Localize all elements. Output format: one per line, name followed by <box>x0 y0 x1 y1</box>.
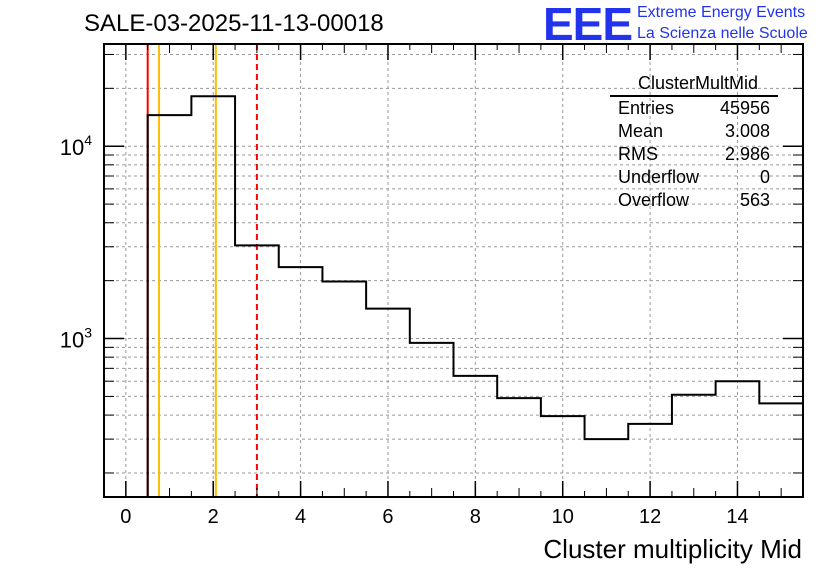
x-tick-label: 14 <box>726 506 748 528</box>
x-tick-label: 0 <box>120 506 131 528</box>
x-tick-label: 4 <box>295 506 306 528</box>
plot-title: SALE-03-2025-11-13-00018 <box>84 10 384 37</box>
y-tick-label: 103 <box>60 325 92 353</box>
histogram-series <box>146 95 803 497</box>
stat-value: 563 <box>739 190 770 210</box>
histogram-outline <box>146 95 803 497</box>
x-axis-label: Cluster multiplicity Mid <box>543 534 802 564</box>
stat-value: 3.008 <box>724 121 770 141</box>
stat-row-entries: Entries 45956 <box>610 97 778 120</box>
stat-label: Underflow <box>618 167 700 187</box>
stat-value: 0 <box>759 167 770 187</box>
y-tick-exponent: 3 <box>84 325 92 341</box>
y-tick-base: 10 <box>60 135 84 160</box>
stat-row-overflow: Overflow 563 <box>610 189 778 212</box>
stat-value: 45956 <box>719 98 770 118</box>
marker-lines <box>146 44 258 497</box>
stat-label: Entries <box>618 98 675 118</box>
stat-label: Overflow <box>618 190 690 210</box>
x-tick-label: 2 <box>208 506 219 528</box>
y-tick-exponent: 4 <box>84 132 92 148</box>
grid-lines <box>104 44 803 497</box>
eee-logo: EEE <box>543 0 633 50</box>
stat-value: 2.986 <box>724 144 770 164</box>
stat-row-underflow: Underflow 0 <box>610 166 778 189</box>
stats-box: ClusterMultMid Entries 45956 Mean 3.008 … <box>610 72 778 212</box>
logo-line-2: La Scienza nelle Scuole <box>637 25 808 42</box>
y-tick-label: 104 <box>60 132 92 160</box>
stat-label: Mean <box>618 121 664 141</box>
stats-title: ClusterMultMid <box>610 72 778 97</box>
stat-label: RMS <box>618 144 658 164</box>
y-tick-base: 10 <box>60 328 84 353</box>
x-tick-label: 12 <box>639 506 661 528</box>
stat-row-mean: Mean 3.008 <box>610 120 778 143</box>
x-tick-label: 6 <box>382 506 393 528</box>
x-tick-label: 8 <box>470 506 481 528</box>
x-tick-label: 10 <box>552 506 574 528</box>
plot-frame <box>103 43 804 498</box>
stat-row-rms: RMS 2.986 <box>610 143 778 166</box>
logo-line-1: Extreme Energy Events <box>637 4 806 21</box>
